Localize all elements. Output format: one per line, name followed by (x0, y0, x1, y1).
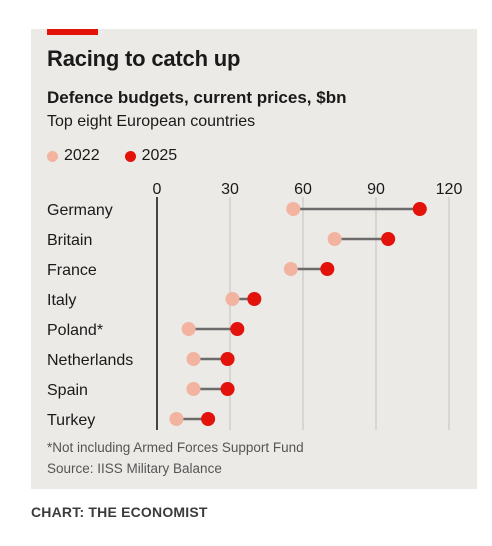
chart-subtitle: Defence budgets, current prices, $bn (47, 88, 347, 107)
dot-2025-poland (230, 322, 245, 336)
category-label-italy: Italy (47, 292, 76, 309)
dot-2025-spain (220, 382, 235, 396)
chart-legend: 2022 2025 (47, 145, 202, 167)
x-tick-label-90: 90 (367, 181, 385, 198)
x-tick-label-120: 120 (436, 181, 463, 198)
dot-2025-france (320, 262, 335, 276)
dot-2022-netherlands (186, 352, 201, 366)
chart-card (31, 29, 477, 489)
chart-credit: CHART: THE ECONOMIST (31, 504, 208, 520)
legend-item-2022: 2022 (47, 147, 100, 165)
legend-label-2025: 2025 (141, 147, 178, 164)
x-tick-label-0: 0 (153, 181, 162, 198)
dot-2025-turkey (201, 412, 216, 426)
chart-title: Racing to catch up (47, 46, 241, 71)
legend-dot-2022 (47, 150, 58, 162)
dot-2022-spain (186, 382, 201, 396)
category-label-turkey: Turkey (47, 412, 95, 429)
dot-2025-netherlands (220, 352, 235, 366)
legend-label-2022: 2022 (64, 147, 100, 164)
x-tick-label-60: 60 (294, 181, 312, 198)
legend-dot-2025 (124, 150, 136, 162)
dot-2022-turkey (169, 412, 184, 426)
category-label-netherlands: Netherlands (47, 352, 133, 369)
dot-2025-italy (247, 292, 262, 306)
dot-2025-britain (381, 232, 396, 246)
brand-accent-bar (47, 29, 98, 35)
x-tick-label-30: 30 (221, 181, 239, 198)
footnote: *Not including Armed Forces Support Fund (47, 440, 304, 455)
category-label-britain: Britain (47, 232, 92, 249)
category-label-germany: Germany (47, 202, 113, 219)
category-label-spain: Spain (47, 382, 88, 399)
category-label-france: France (47, 262, 97, 279)
dot-2022-germany (286, 202, 301, 216)
dot-2025-germany (412, 202, 427, 216)
dot-2022-britain (327, 232, 342, 246)
category-label-poland: Poland* (47, 322, 103, 339)
source-note: Source: IISS Military Balance (47, 461, 222, 476)
dot-2022-poland (181, 322, 196, 336)
chart-description: Top eight European countries (47, 113, 256, 130)
legend-item-2025: 2025 (124, 147, 178, 165)
dot-2022-france (283, 262, 298, 276)
dot-2022-italy (225, 292, 240, 306)
